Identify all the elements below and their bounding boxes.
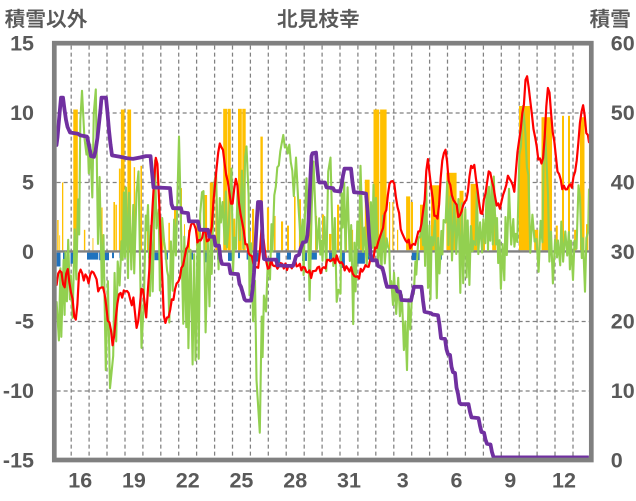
- svg-text:22: 22: [176, 469, 200, 493]
- svg-text:9: 9: [504, 469, 516, 493]
- svg-text:10: 10: [611, 379, 635, 403]
- svg-text:12: 12: [552, 469, 576, 493]
- svg-text:60: 60: [611, 32, 635, 56]
- svg-text:40: 40: [611, 171, 635, 195]
- svg-text:3: 3: [397, 469, 409, 493]
- svg-text:50: 50: [611, 101, 635, 125]
- svg-text:5: 5: [22, 171, 34, 195]
- svg-text:-15: -15: [3, 449, 34, 473]
- svg-text:6: 6: [451, 469, 463, 493]
- svg-text:16: 16: [68, 469, 92, 493]
- svg-text:25: 25: [229, 469, 253, 493]
- svg-text:19: 19: [122, 469, 146, 493]
- svg-text:0: 0: [611, 449, 623, 473]
- svg-text:28: 28: [283, 469, 307, 493]
- svg-text:30: 30: [611, 240, 635, 264]
- svg-text:0: 0: [22, 240, 34, 264]
- svg-text:-10: -10: [3, 379, 34, 403]
- svg-text:15: 15: [10, 32, 34, 56]
- svg-text:20: 20: [611, 310, 635, 334]
- svg-text:31: 31: [337, 469, 361, 493]
- svg-text:-5: -5: [15, 310, 34, 334]
- svg-text:10: 10: [10, 101, 34, 125]
